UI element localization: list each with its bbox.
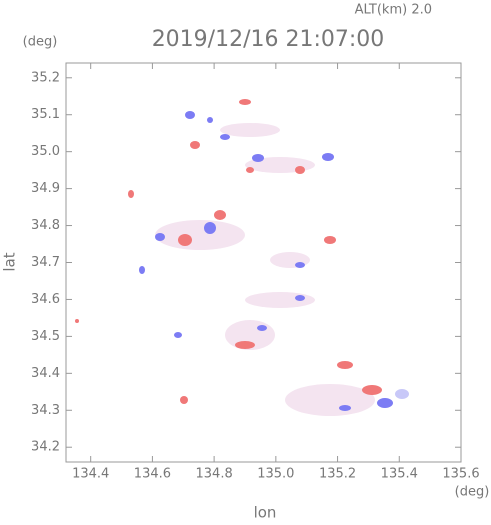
y-tick-label: 35.1 [31,107,60,122]
plot-frame [65,62,462,463]
x-tick-label: 135.4 [381,467,418,482]
y-tick-label: 34.2 [31,440,60,455]
y-tick-label: 34.5 [31,329,60,344]
y-tick-label: 34.3 [31,403,60,418]
x-unit: (deg) [455,485,490,500]
y-tick-label: 35.0 [31,144,60,159]
y-tick-label: 34.4 [31,366,60,381]
x-axis-label: lon [254,504,277,522]
x-tick-label: 134.4 [72,467,109,482]
chart-title: 2019/12/16 21:07:00 [152,27,385,52]
y-tick-label: 34.6 [31,292,60,307]
y-tick-label: 34.7 [31,255,60,270]
y-tick-label: 35.2 [31,70,60,85]
subtitle: ALT(km) 2.0 [355,3,432,18]
x-tick-label: 134.6 [134,467,171,482]
x-tick-label: 135.2 [319,467,356,482]
y-axis-label: lat [1,252,19,271]
y-tick-label: 34.8 [31,218,60,233]
x-tick-label: 135.6 [442,467,479,482]
x-tick-label: 135.0 [257,467,294,482]
echo-field [75,99,409,416]
y-unit: (deg) [23,35,58,50]
x-tick-label: 134.8 [196,467,233,482]
y-tick-label: 34.9 [31,181,60,196]
